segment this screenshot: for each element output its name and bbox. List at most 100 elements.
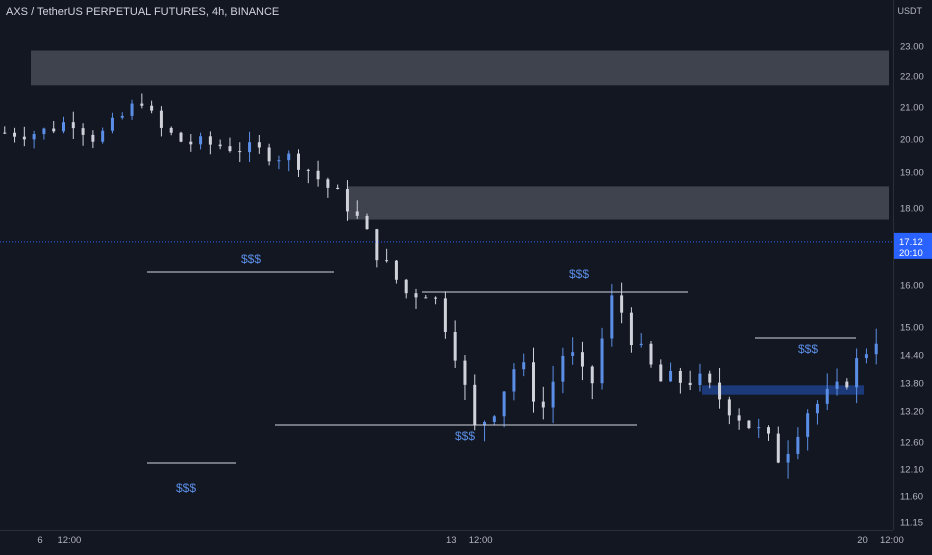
- candle-up: [502, 391, 506, 417]
- candle-up: [610, 295, 614, 339]
- candle-down: [208, 136, 212, 145]
- liquidity-label-1: $$$: [241, 252, 261, 266]
- candle-down: [169, 127, 173, 133]
- candle-up: [492, 416, 496, 422]
- candle-up: [561, 355, 565, 382]
- candle-up: [199, 136, 203, 145]
- candle-down: [727, 399, 731, 416]
- currency-label: USDT: [897, 6, 923, 16]
- candle-down: [737, 415, 741, 421]
- bar-countdown: 20:10: [899, 248, 923, 259]
- x-tick-label: 12:00: [880, 535, 904, 546]
- x-tick-label: 6: [37, 535, 42, 546]
- candle-down: [434, 297, 438, 299]
- candle-down: [52, 128, 56, 132]
- candle-up: [874, 343, 878, 355]
- y-tick-label: 22.00: [900, 72, 924, 83]
- y-tick-label: 11.60: [900, 492, 923, 503]
- candle-up: [551, 381, 555, 408]
- y-tick-label: 20.00: [900, 135, 924, 146]
- zone-supply-mid: [347, 186, 889, 220]
- candle-down: [365, 215, 369, 230]
- candle-up: [806, 413, 810, 437]
- candle-up: [600, 338, 604, 384]
- candle-up: [110, 117, 114, 131]
- candle-down: [532, 362, 535, 402]
- candle-down: [776, 433, 780, 463]
- candle-down: [590, 366, 594, 384]
- liquidity-label-2: $$$: [176, 481, 196, 495]
- liquidity-label-3: $$$: [455, 429, 475, 443]
- candle-up: [483, 421, 487, 426]
- candle-up: [248, 142, 252, 153]
- candle-down: [580, 352, 584, 367]
- candle-down: [404, 279, 408, 294]
- candle-down: [385, 260, 389, 262]
- candle-up: [62, 122, 65, 132]
- candle-up: [639, 343, 643, 346]
- candle-up: [786, 453, 790, 463]
- candle-down: [91, 134, 95, 142]
- candle-down: [443, 298, 447, 333]
- y-tick-label: 14.40: [900, 351, 924, 362]
- candle-down: [159, 110, 163, 128]
- candle-down: [629, 312, 633, 346]
- y-tick-label: 13.80: [900, 379, 924, 390]
- candle-down: [845, 381, 849, 388]
- candle-down: [718, 382, 722, 400]
- x-tick-label: 13: [446, 535, 457, 546]
- candle-down: [375, 229, 379, 261]
- candle-down: [189, 141, 193, 145]
- candle-up: [512, 369, 516, 392]
- candle-down: [620, 295, 624, 313]
- candle-down: [678, 370, 682, 383]
- candle-down: [463, 360, 467, 385]
- y-tick-label: 23.00: [900, 42, 924, 53]
- candle-down: [649, 343, 653, 365]
- candle-down: [257, 142, 261, 148]
- chart-title: AXS / TetherUS PERPETUAL FUTURES, 4h, BI…: [6, 6, 280, 18]
- candle-up: [32, 134, 36, 140]
- candle-down: [316, 170, 320, 180]
- candle-up: [835, 381, 839, 389]
- candle-up: [815, 403, 819, 414]
- zone-supply-top: [31, 50, 889, 86]
- last-price-value: 17.12: [899, 237, 923, 248]
- liquidity-label-5: $$$: [798, 342, 818, 356]
- candle-down: [355, 211, 359, 216]
- candle-down: [150, 105, 154, 111]
- candle-down: [13, 132, 17, 137]
- candle-down: [179, 132, 183, 142]
- candle-down: [767, 427, 770, 434]
- candle-up: [130, 103, 134, 116]
- y-tick-label: 19.00: [900, 168, 924, 179]
- candle-down: [3, 132, 7, 134]
- candle-up: [277, 160, 281, 162]
- candle-up: [757, 427, 761, 429]
- candle-up: [669, 370, 673, 382]
- candle-down: [659, 364, 663, 382]
- price-axis-divider: [893, 0, 894, 530]
- liquidity-label-4: $$$: [569, 267, 589, 281]
- y-tick-label: 21.00: [900, 103, 924, 114]
- y-tick-label: 12.60: [900, 438, 924, 449]
- candle-down: [297, 153, 300, 170]
- y-tick-label: 18.00: [900, 204, 924, 215]
- candle-up: [825, 388, 829, 404]
- candle-down: [394, 260, 398, 280]
- candle-up: [522, 362, 526, 370]
- last-price-tag: [894, 232, 932, 259]
- candle-down: [228, 146, 232, 152]
- x-tick-label: 12:00: [469, 535, 493, 546]
- candle-up: [42, 128, 46, 135]
- candle-down: [22, 136, 26, 140]
- candle-down: [345, 189, 349, 212]
- candle-down: [336, 187, 340, 190]
- x-tick-label: 20: [857, 535, 868, 546]
- candle-up: [287, 153, 291, 161]
- y-tick-label: 16.00: [900, 281, 924, 292]
- candle-up: [864, 354, 868, 359]
- candle-down: [473, 384, 477, 426]
